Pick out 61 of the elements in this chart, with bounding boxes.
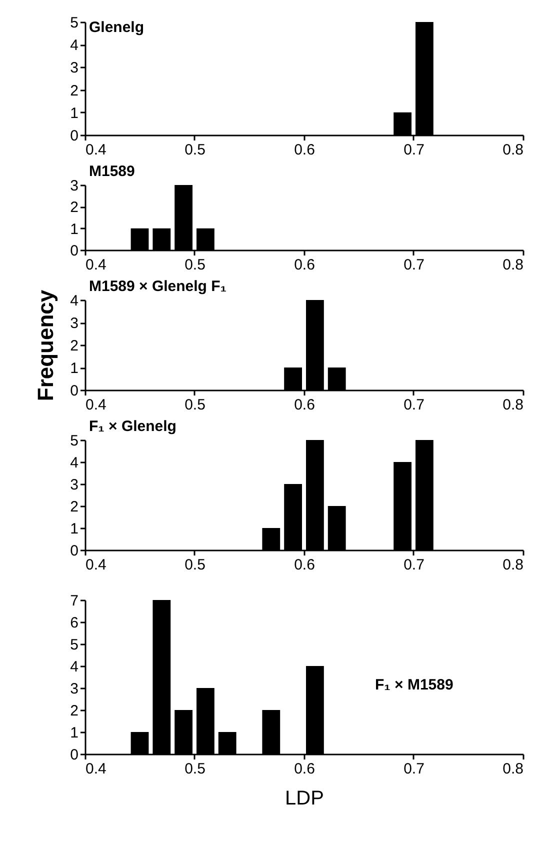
y-tick-label: 5 xyxy=(70,636,78,654)
y-tick-label: 6 xyxy=(70,614,78,632)
x-tick-label: 0.7 xyxy=(404,760,424,778)
x-tick-label: 0.5 xyxy=(184,396,206,414)
y-tick-label: 2 xyxy=(70,82,78,100)
x-tick-label: 0.8 xyxy=(502,556,524,574)
y-tick-label: 4 xyxy=(70,658,78,676)
x-tick-label: 0.8 xyxy=(502,256,524,274)
y-tick-label: 0 xyxy=(70,542,78,560)
y-tick-label: 0 xyxy=(70,242,78,260)
text: M1589 xyxy=(89,163,135,180)
y-tick-label: 1 xyxy=(70,724,78,742)
x-tick-label: 0.8 xyxy=(502,396,524,414)
x-tick-label: 0.4 xyxy=(86,556,106,574)
y-tick-label: 2 xyxy=(70,338,78,354)
y-tick-label: 3 xyxy=(70,476,78,494)
x-tick-label: 0.4 xyxy=(86,142,106,158)
x-tick-label: 0.5 xyxy=(184,256,206,274)
x-tick-label: 0.6 xyxy=(294,256,315,274)
x-tick-label: 0.7 xyxy=(404,256,424,274)
annotation: Glenelg xyxy=(89,19,144,36)
x-axis-title: LDP xyxy=(285,788,324,810)
x-tick-label: 0.5 xyxy=(184,142,206,158)
y-tick-label: 4 xyxy=(70,454,78,472)
y-tick-label: 0 xyxy=(70,128,78,144)
x-tick-label: 0.7 xyxy=(404,556,424,574)
x-tick-label: 0.8 xyxy=(502,142,524,158)
y-tick-label: 3 xyxy=(70,315,78,332)
x-tick-label: 0.6 xyxy=(294,396,315,414)
x-tick-label: 0.5 xyxy=(184,760,206,778)
y-tick-label: 3 xyxy=(70,60,78,77)
x-tick-label: 0.4 xyxy=(86,256,106,274)
y-tick-label: 5 xyxy=(70,432,78,450)
y-tick-label: 0 xyxy=(70,382,78,400)
text: M1589 × Glenelg F₁ xyxy=(89,278,227,295)
x-tick-label: 0.6 xyxy=(294,556,315,574)
y-tick-label: 4 xyxy=(70,37,78,54)
y-tick-label: 3 xyxy=(70,178,78,194)
x-tick-label: 0.4 xyxy=(86,396,106,414)
y-tick-label: 2 xyxy=(70,702,78,720)
y-axis-title: Frequency xyxy=(33,289,58,402)
x-tick-label: 0.6 xyxy=(294,142,315,158)
y-tick-label: 1 xyxy=(70,360,78,377)
y-tick-label: 4 xyxy=(70,292,78,310)
x-tick-label: 0.7 xyxy=(404,396,424,414)
y-tick-label: 3 xyxy=(70,680,78,698)
y-tick-label: 0 xyxy=(70,746,78,764)
y-tick-label: 2 xyxy=(70,199,78,216)
y-tick-label: 7 xyxy=(70,592,78,610)
x-tick-label: 0.8 xyxy=(502,760,524,778)
annotation: F₁ × M1589 xyxy=(375,676,454,694)
x-tick-label: 0.4 xyxy=(86,760,106,778)
x-tick-label: 0.6 xyxy=(294,760,315,778)
y-tick-label: 1 xyxy=(70,220,78,238)
x-tick-label: 0.5 xyxy=(184,556,206,574)
text: F₁ × Glenelg xyxy=(89,418,176,435)
y-tick-label: 5 xyxy=(70,14,78,32)
y-tick-label: 1 xyxy=(70,104,78,122)
x-tick-label: 0.7 xyxy=(404,142,424,158)
y-tick-label: 2 xyxy=(70,498,78,516)
y-tick-label: 1 xyxy=(70,520,78,538)
